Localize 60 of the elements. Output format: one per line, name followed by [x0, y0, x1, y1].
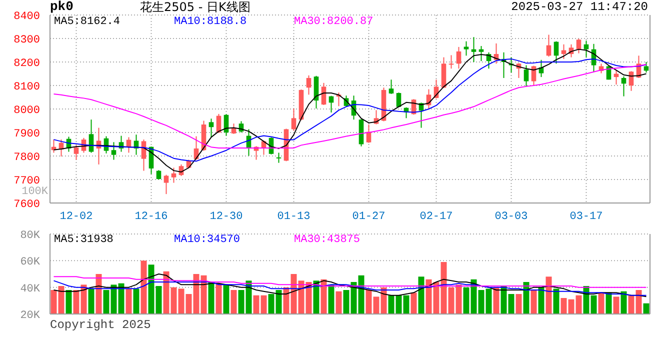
candlestick: [621, 76, 626, 97]
y-tick-label: 8300: [14, 34, 40, 46]
x-tick-label: 12-30: [210, 210, 243, 223]
y-tick-label: 8200: [14, 58, 40, 70]
candlestick: [396, 92, 402, 108]
y-tick-label: 7600: [14, 199, 40, 211]
y-tick-label: 80K: [20, 230, 40, 242]
candlestick: [156, 170, 162, 180]
candlestick: [471, 36, 476, 62]
line-series: [53, 274, 647, 298]
text: Copyright 2025: [50, 318, 151, 332]
text: 2025-03-27 11:47:20: [511, 0, 648, 14]
x-tick-label: 02-17: [420, 210, 453, 223]
line-series: [53, 280, 647, 296]
candlestick: [478, 46, 484, 62]
candlestick: [546, 34, 552, 58]
candlestick: [111, 142, 116, 160]
text: MA5:31938: [54, 234, 114, 247]
candlestick: [306, 74, 312, 96]
y-tick-label: 20K: [20, 310, 40, 322]
candlestick: [74, 144, 79, 160]
x-tick-label: 12-16: [134, 210, 168, 223]
x-tick-label: 12-02: [60, 210, 93, 223]
x-tick-label: 01-13: [277, 210, 310, 223]
candlestick: [448, 54, 454, 70]
y-tick-label: 40K: [20, 283, 40, 296]
y-tick-label: 7700: [14, 176, 40, 188]
line-series: [53, 276, 647, 288]
text: 100K: [20, 186, 48, 199]
text: MA10:34570: [174, 234, 242, 247]
x-tick-label: 03-03: [494, 210, 528, 223]
candlestick: [584, 40, 589, 58]
candlestick: [208, 118, 214, 138]
text: MA30:8200.87: [294, 16, 374, 29]
candlestick: [164, 174, 169, 195]
candlestick: [171, 167, 176, 184]
candlestick: [388, 79, 394, 94]
y-tick-label: 60K: [20, 256, 40, 269]
chart-title: 花生2505 - 日K线图: [140, 0, 250, 14]
x-tick-label: 03-17: [570, 210, 603, 223]
text: MA30:43875: [294, 234, 362, 247]
candlestick: [464, 40, 469, 56]
candlestick: [554, 40, 559, 64]
y-tick-label: 7800: [14, 152, 40, 164]
y-tick-label: 8400: [14, 11, 40, 23]
y-tick-label: 7900: [14, 128, 40, 140]
candlestick: [291, 108, 296, 132]
candlestick: [88, 119, 94, 154]
candlestick: [524, 64, 529, 88]
text: pk0: [50, 0, 74, 14]
candlestick: [441, 56, 446, 89]
text: MA10:8188.8: [174, 16, 248, 29]
candlestick: [576, 38, 582, 54]
text: MA5:8162.4: [54, 16, 122, 29]
y-tick-label: 8000: [14, 105, 40, 117]
y-tick-label: 8100: [14, 82, 40, 94]
candlestick: [456, 46, 462, 70]
x-tick-label: 01-27: [352, 210, 386, 223]
candlestick: [276, 152, 282, 164]
candlestick: [644, 62, 649, 74]
